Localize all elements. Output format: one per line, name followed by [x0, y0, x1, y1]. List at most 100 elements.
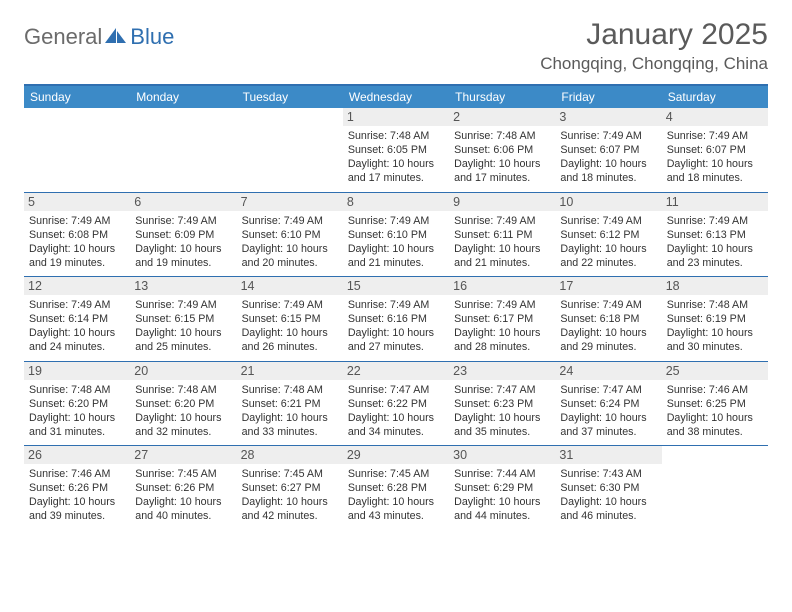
- day-cell: 16 Sunrise: 7:49 AMSunset: 6:17 PMDayligh…: [449, 277, 555, 361]
- day-cell: 28Sunrise: 7:45 AMSunset: 6:27 PMDayligh…: [237, 446, 343, 530]
- daylight: Daylight: 10 hours and 20 minutes.: [242, 242, 338, 270]
- day-cell: 20 Sunrise: 7:48 AMSunset: 6:20 PMDayligh…: [130, 362, 236, 446]
- day-cell: 12 Sunrise: 7:49 AMSunset: 6:14 PMDayligh…: [24, 277, 130, 361]
- sunset: Sunset: 6:25 PM: [667, 397, 763, 411]
- day-info: Sunrise: 7:49 AMSunset: 6:17 PMDaylight:…: [454, 298, 550, 355]
- day-cell: 9 Sunrise: 7:49 AMSunset: 6:11 PMDaylight…: [449, 193, 555, 277]
- day-number: 18: [662, 277, 768, 295]
- daylight: Daylight: 10 hours and 23 minutes.: [667, 242, 763, 270]
- day-info: Sunrise: 7:45 AMSunset: 6:27 PMDaylight:…: [242, 467, 338, 524]
- daylight: Daylight: 10 hours and 37 minutes.: [560, 411, 656, 439]
- dow-wed: Wednesday: [343, 86, 449, 108]
- day-cell: [237, 108, 343, 192]
- day-number: 19: [24, 362, 130, 380]
- sunrise: Sunrise: 7:49 AM: [29, 298, 125, 312]
- sunrise: Sunrise: 7:44 AM: [454, 467, 550, 481]
- sunset: Sunset: 6:10 PM: [242, 228, 338, 242]
- sunrise: Sunrise: 7:48 AM: [454, 129, 550, 143]
- day-number: 12: [24, 277, 130, 295]
- day-info: Sunrise: 7:46 AMSunset: 6:26 PMDaylight:…: [29, 467, 125, 524]
- sunrise: Sunrise: 7:49 AM: [667, 129, 763, 143]
- day-number: 20: [130, 362, 236, 380]
- sunset: Sunset: 6:05 PM: [348, 143, 444, 157]
- sunrise: Sunrise: 7:48 AM: [29, 383, 125, 397]
- sunrise: Sunrise: 7:48 AM: [667, 298, 763, 312]
- day-cell: 31Sunrise: 7:43 AMSunset: 6:30 PMDayligh…: [555, 446, 661, 530]
- day-cell: 5 Sunrise: 7:49 AMSunset: 6:08 PMDaylight…: [24, 193, 130, 277]
- sunset: Sunset: 6:07 PM: [667, 143, 763, 157]
- day-cell: 11 Sunrise: 7:49 AMSunset: 6:13 PMDayligh…: [662, 193, 768, 277]
- day-info: Sunrise: 7:49 AMSunset: 6:14 PMDaylight:…: [29, 298, 125, 355]
- day-number: 5: [24, 193, 130, 211]
- sunset: Sunset: 6:10 PM: [348, 228, 444, 242]
- day-number: 31: [555, 446, 661, 464]
- day-cell: [130, 108, 236, 192]
- sunset: Sunset: 6:18 PM: [560, 312, 656, 326]
- dow-tue: Tuesday: [237, 86, 343, 108]
- day-info: Sunrise: 7:49 AMSunset: 6:07 PMDaylight:…: [667, 129, 763, 186]
- sunset: Sunset: 6:13 PM: [667, 228, 763, 242]
- sunrise: Sunrise: 7:45 AM: [348, 467, 444, 481]
- daylight: Daylight: 10 hours and 25 minutes.: [135, 326, 231, 354]
- sunrise: Sunrise: 7:49 AM: [454, 298, 550, 312]
- daylight: Daylight: 10 hours and 33 minutes.: [242, 411, 338, 439]
- sunrise: Sunrise: 7:47 AM: [348, 383, 444, 397]
- sunrise: Sunrise: 7:49 AM: [242, 298, 338, 312]
- sunset: Sunset: 6:08 PM: [29, 228, 125, 242]
- sunset: Sunset: 6:06 PM: [454, 143, 550, 157]
- sunset: Sunset: 6:22 PM: [348, 397, 444, 411]
- sunset: Sunset: 6:29 PM: [454, 481, 550, 495]
- day-number: 11: [662, 193, 768, 211]
- day-info: Sunrise: 7:49 AMSunset: 6:15 PMDaylight:…: [242, 298, 338, 355]
- daylight: Daylight: 10 hours and 35 minutes.: [454, 411, 550, 439]
- day-number: 10: [555, 193, 661, 211]
- sunrise: Sunrise: 7:43 AM: [560, 467, 656, 481]
- day-cell: 4 Sunrise: 7:49 AMSunset: 6:07 PMDaylight…: [662, 108, 768, 192]
- day-cell: 3Sunrise: 7:49 AMSunset: 6:07 PMDaylight…: [555, 108, 661, 192]
- day-cell: 27Sunrise: 7:45 AMSunset: 6:26 PMDayligh…: [130, 446, 236, 530]
- sunrise: Sunrise: 7:49 AM: [135, 214, 231, 228]
- day-info: Sunrise: 7:48 AMSunset: 6:05 PMDaylight:…: [348, 129, 444, 186]
- daylight: Daylight: 10 hours and 18 minutes.: [667, 157, 763, 185]
- day-info: Sunrise: 7:48 AMSunset: 6:20 PMDaylight:…: [135, 383, 231, 440]
- sunrise: Sunrise: 7:49 AM: [560, 214, 656, 228]
- sunrise: Sunrise: 7:49 AM: [242, 214, 338, 228]
- day-info: Sunrise: 7:49 AMSunset: 6:16 PMDaylight:…: [348, 298, 444, 355]
- day-info: Sunrise: 7:49 AMSunset: 6:15 PMDaylight:…: [135, 298, 231, 355]
- day-number: 25: [662, 362, 768, 380]
- day-cell: 22Sunrise: 7:47 AMSunset: 6:22 PMDayligh…: [343, 362, 449, 446]
- daylight: Daylight: 10 hours and 17 minutes.: [348, 157, 444, 185]
- day-cell: 13Sunrise: 7:49 AMSunset: 6:15 PMDayligh…: [130, 277, 236, 361]
- sunset: Sunset: 6:23 PM: [454, 397, 550, 411]
- daylight: Daylight: 10 hours and 21 minutes.: [348, 242, 444, 270]
- daylight: Daylight: 10 hours and 22 minutes.: [560, 242, 656, 270]
- daylight: Daylight: 10 hours and 31 minutes.: [29, 411, 125, 439]
- day-cell: 25 Sunrise: 7:46 AMSunset: 6:25 PMDayligh…: [662, 362, 768, 446]
- day-info: Sunrise: 7:48 AMSunset: 6:19 PMDaylight:…: [667, 298, 763, 355]
- day-cell: 17Sunrise: 7:49 AMSunset: 6:18 PMDayligh…: [555, 277, 661, 361]
- day-cell: 8Sunrise: 7:49 AMSunset: 6:10 PMDaylight…: [343, 193, 449, 277]
- day-info: Sunrise: 7:46 AMSunset: 6:25 PMDaylight:…: [667, 383, 763, 440]
- title-block: January 2025 Chongqing, Chongqing, China: [540, 18, 768, 74]
- day-number: 16: [449, 277, 555, 295]
- day-number: 17: [555, 277, 661, 295]
- day-cell: 15Sunrise: 7:49 AMSunset: 6:16 PMDayligh…: [343, 277, 449, 361]
- daylight: Daylight: 10 hours and 19 minutes.: [135, 242, 231, 270]
- sunrise: Sunrise: 7:49 AM: [667, 214, 763, 228]
- day-number: 29: [343, 446, 449, 464]
- day-info: Sunrise: 7:49 AMSunset: 6:11 PMDaylight:…: [454, 214, 550, 271]
- daylight: Daylight: 10 hours and 24 minutes.: [29, 326, 125, 354]
- day-number: 26: [24, 446, 130, 464]
- daylight: Daylight: 10 hours and 40 minutes.: [135, 495, 231, 523]
- sunrise: Sunrise: 7:45 AM: [135, 467, 231, 481]
- logo-sail-icon: [105, 26, 127, 49]
- day-info: Sunrise: 7:49 AMSunset: 6:13 PMDaylight:…: [667, 214, 763, 271]
- sunset: Sunset: 6:11 PM: [454, 228, 550, 242]
- sunset: Sunset: 6:21 PM: [242, 397, 338, 411]
- day-number: 4: [662, 108, 768, 126]
- day-number: 9: [449, 193, 555, 211]
- day-info: Sunrise: 7:49 AMSunset: 6:08 PMDaylight:…: [29, 214, 125, 271]
- day-cell: [24, 108, 130, 192]
- day-info: Sunrise: 7:49 AMSunset: 6:07 PMDaylight:…: [560, 129, 656, 186]
- logo-text-2: Blue: [130, 24, 174, 50]
